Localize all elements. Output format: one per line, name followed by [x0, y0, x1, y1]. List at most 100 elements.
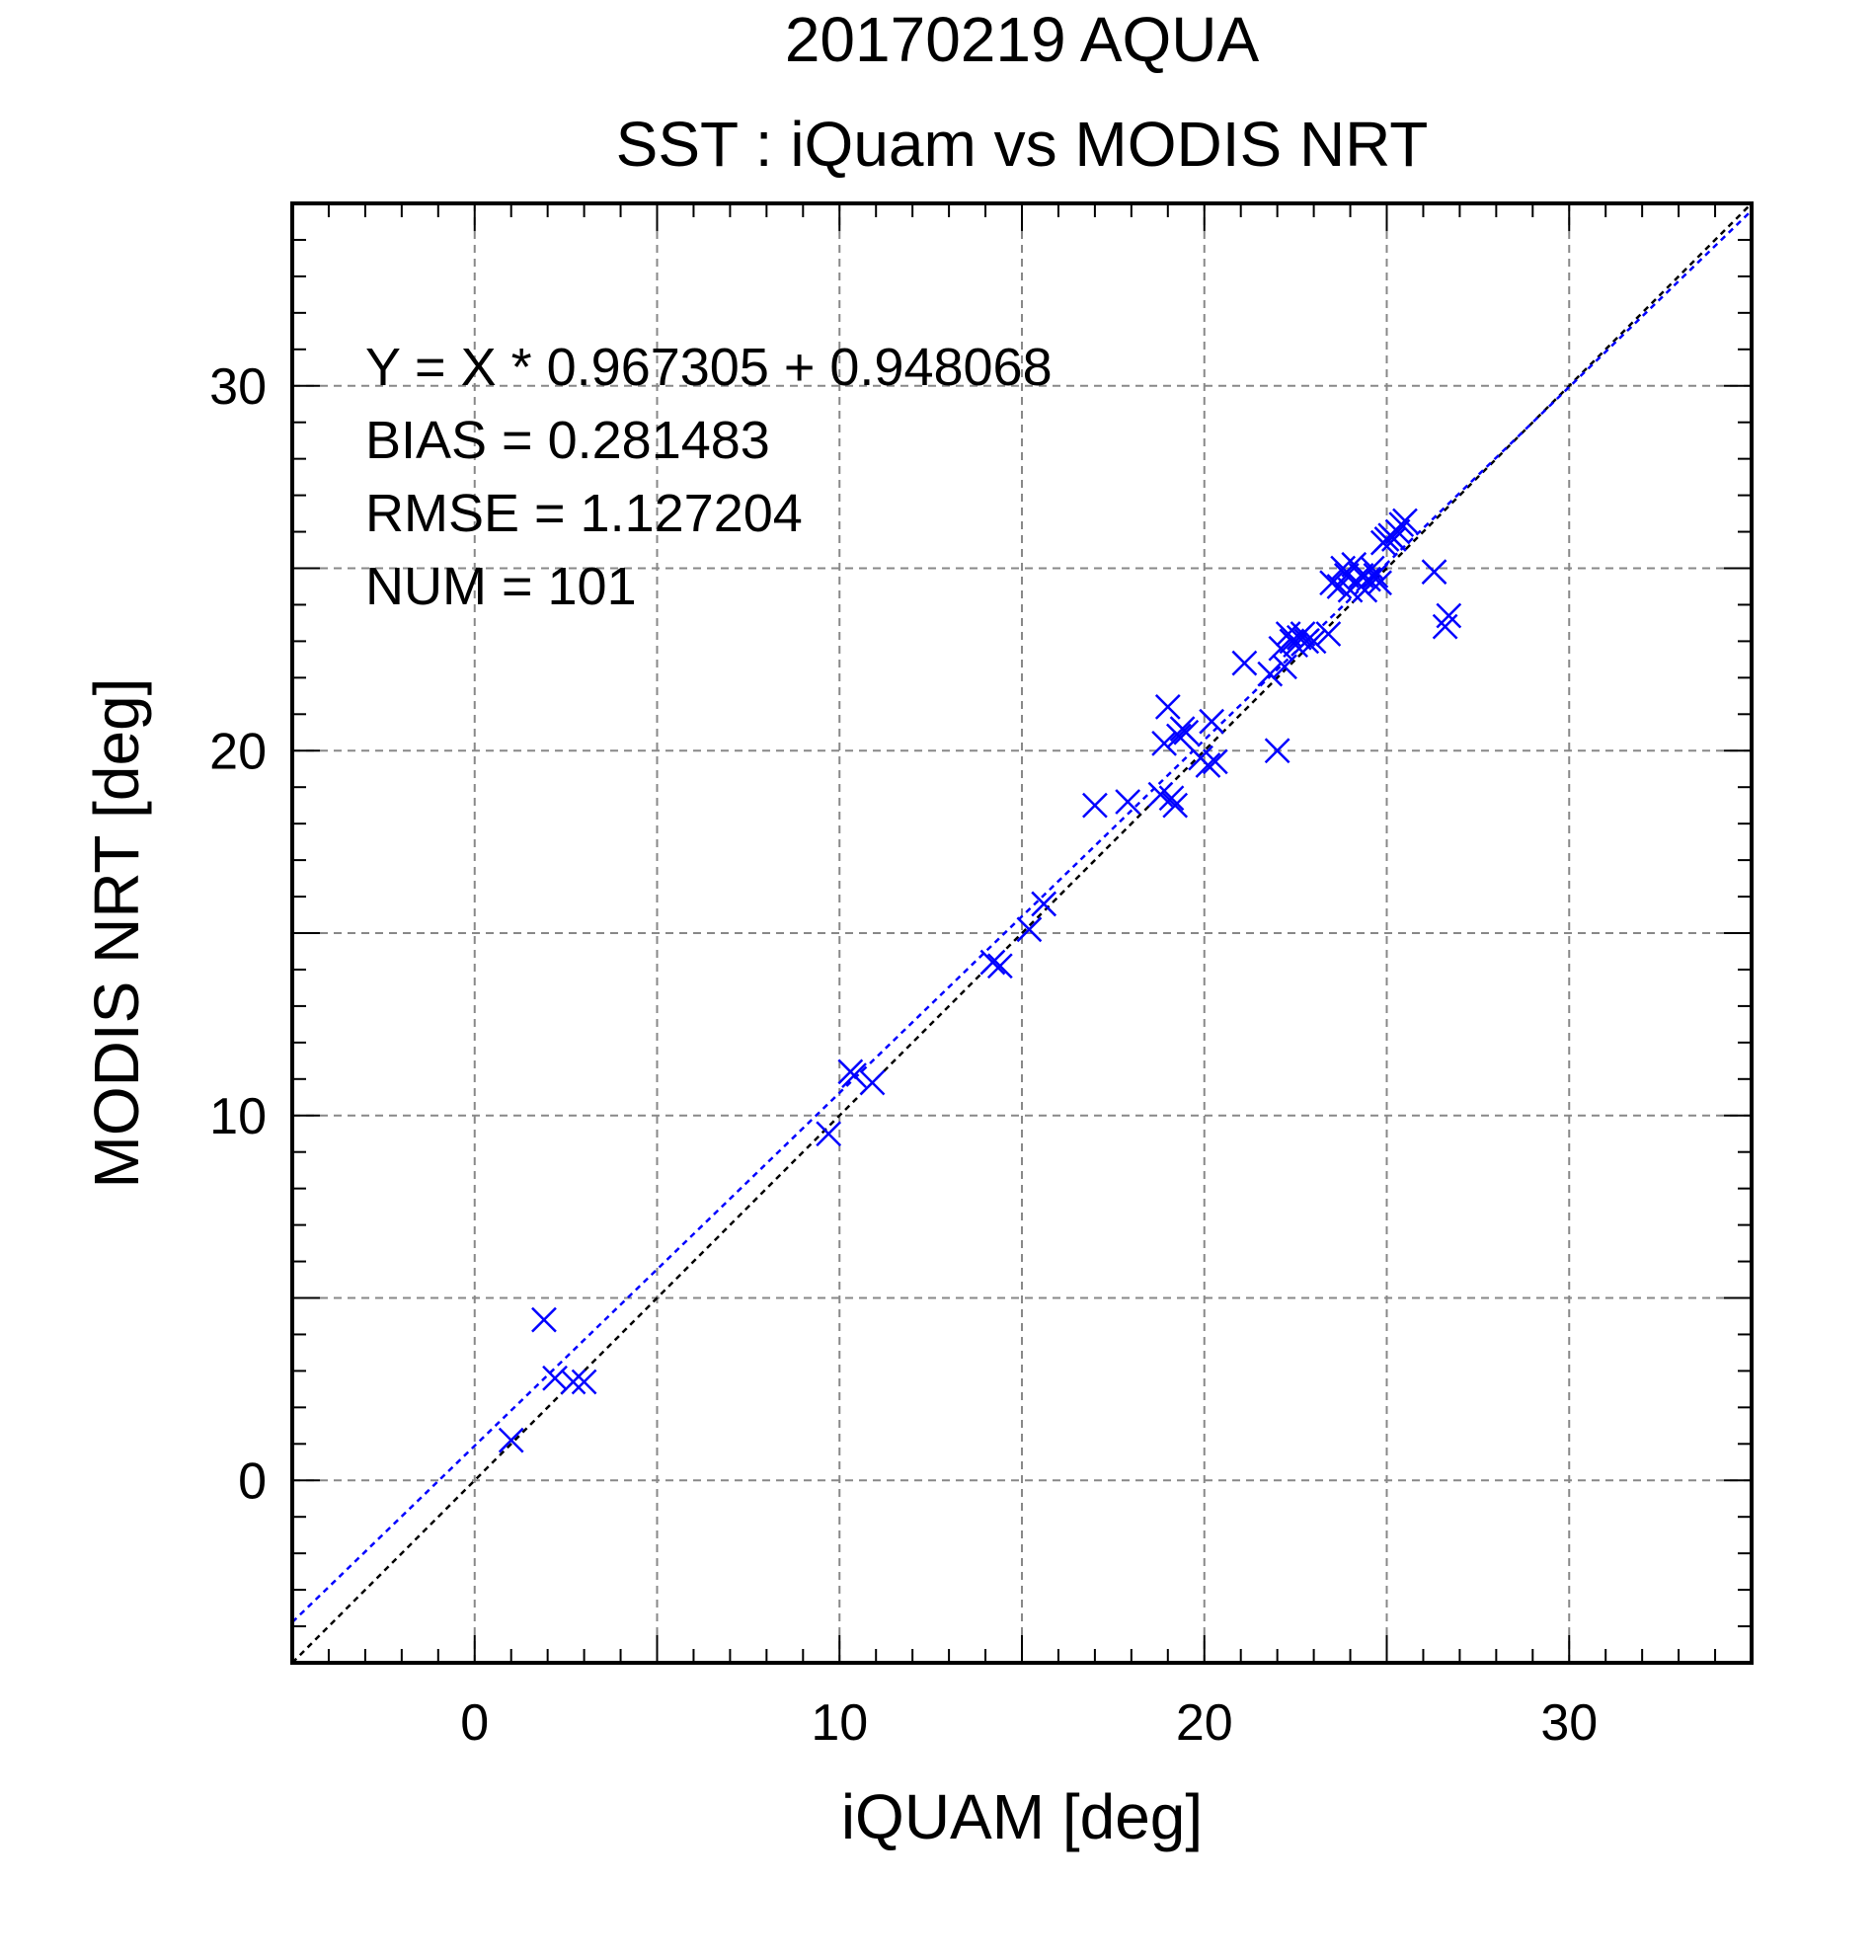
data-point — [1151, 730, 1177, 756]
x-tick-label: 0 — [460, 1694, 489, 1752]
data-point — [1384, 518, 1411, 545]
data-point-stroke — [1231, 650, 1258, 676]
data-point-stroke — [1162, 792, 1189, 819]
data-point — [1173, 719, 1200, 745]
data-point — [1115, 789, 1141, 815]
data-point-stroke — [1436, 602, 1462, 629]
stats-bias: BIAS = 0.281483 — [365, 411, 770, 470]
x-tick-label: 20 — [1176, 1694, 1233, 1752]
data-point-stroke — [1293, 628, 1320, 655]
data-point — [1202, 748, 1228, 775]
data-point — [1154, 694, 1181, 720]
regression-line — [291, 209, 1753, 1623]
data-point-stroke — [1384, 518, 1411, 545]
data-point — [1158, 785, 1185, 812]
stats-num: NUM = 101 — [365, 557, 637, 616]
stats-equation: Y = X * 0.967305 + 0.948068 — [365, 338, 1053, 397]
data-point-stroke — [1082, 792, 1108, 819]
data-point-stroke — [1257, 661, 1284, 687]
data-point — [816, 1121, 842, 1147]
x-axis-label: iQUAM [deg] — [841, 1781, 1203, 1852]
data-point — [1272, 654, 1297, 680]
data-point-stroke — [1147, 781, 1174, 808]
data-point-stroke — [1290, 621, 1316, 647]
data-point-stroke — [1272, 654, 1297, 680]
y-axis-label: MODIS NRT [deg] — [81, 678, 152, 1189]
data-point-stroke — [1367, 570, 1392, 596]
data-point — [1436, 602, 1462, 629]
y-tick-labels: 0 10 20 30 — [209, 358, 267, 1511]
data-point — [1359, 555, 1385, 582]
data-point — [1031, 891, 1057, 917]
data-point-stroke — [1199, 708, 1225, 735]
data-point-stroke — [1202, 748, 1228, 775]
data-point-stroke — [1326, 574, 1353, 599]
data-point-stroke — [1359, 555, 1385, 582]
y-tick-label: 20 — [209, 723, 267, 780]
data-point-stroke — [1381, 526, 1407, 552]
axis-ticks — [291, 202, 1753, 1664]
data-point-stroke — [531, 1306, 557, 1333]
data-point-stroke — [1195, 752, 1221, 778]
data-point-stroke — [1363, 563, 1389, 588]
y-tick-label: 30 — [209, 358, 267, 416]
data-point — [1392, 508, 1418, 534]
data-point-stroke — [1166, 723, 1192, 749]
data-point-stroke — [1158, 785, 1185, 812]
data-point-stroke — [986, 953, 1013, 980]
data-point-stroke — [1392, 508, 1418, 534]
chart-subtitle: SST : iQuam vs MODIS NRT — [616, 109, 1429, 180]
data-point — [1166, 723, 1192, 749]
data-point-stroke — [979, 949, 1006, 976]
stats-rmse: RMSE = 1.127204 — [365, 484, 803, 543]
data-point — [1257, 661, 1284, 687]
data-point-stroke — [571, 1369, 597, 1395]
data-point — [1264, 738, 1290, 764]
data-point — [1293, 628, 1320, 655]
data-point — [1162, 792, 1189, 819]
data-point — [1290, 621, 1316, 647]
data-point — [1199, 708, 1225, 735]
data-point — [1363, 563, 1389, 588]
data-point — [1367, 570, 1392, 596]
identity-line — [291, 202, 1753, 1664]
data-point-stroke — [859, 1069, 886, 1096]
data-point-stroke — [841, 1062, 867, 1088]
data-point — [498, 1427, 524, 1453]
data-point — [571, 1369, 597, 1395]
data-point-stroke — [1173, 719, 1200, 745]
data-point-stroke — [1154, 694, 1181, 720]
data-point — [1300, 628, 1327, 655]
data-point-stroke — [1319, 570, 1345, 596]
data-points — [498, 508, 1462, 1453]
data-point-stroke — [1421, 559, 1447, 586]
data-point-stroke — [498, 1427, 524, 1453]
data-point — [531, 1306, 557, 1333]
data-point-stroke — [1300, 628, 1327, 655]
data-point-stroke — [816, 1121, 842, 1147]
chart-title: 20170219 AQUA — [785, 4, 1260, 75]
data-point — [560, 1369, 586, 1395]
y-tick-label: 10 — [209, 1088, 267, 1145]
data-point-stroke — [1031, 891, 1057, 917]
reference-lines — [291, 202, 1753, 1664]
data-point-stroke — [1016, 916, 1043, 943]
data-point — [1016, 916, 1043, 943]
data-point — [1195, 752, 1221, 778]
y-tick-label: 0 — [238, 1452, 267, 1510]
data-point-stroke — [1151, 730, 1177, 756]
data-point — [841, 1062, 867, 1088]
data-point — [986, 953, 1013, 980]
data-point — [1319, 570, 1345, 596]
data-point-stroke — [1315, 621, 1342, 647]
data-point-stroke — [1115, 789, 1141, 815]
data-point — [979, 949, 1006, 976]
data-point — [1421, 559, 1447, 586]
data-point — [859, 1069, 886, 1096]
x-tick-labels: 0 10 20 30 — [460, 1694, 1598, 1752]
data-point — [1231, 650, 1258, 676]
data-point — [1315, 621, 1342, 647]
data-point — [1082, 792, 1108, 819]
